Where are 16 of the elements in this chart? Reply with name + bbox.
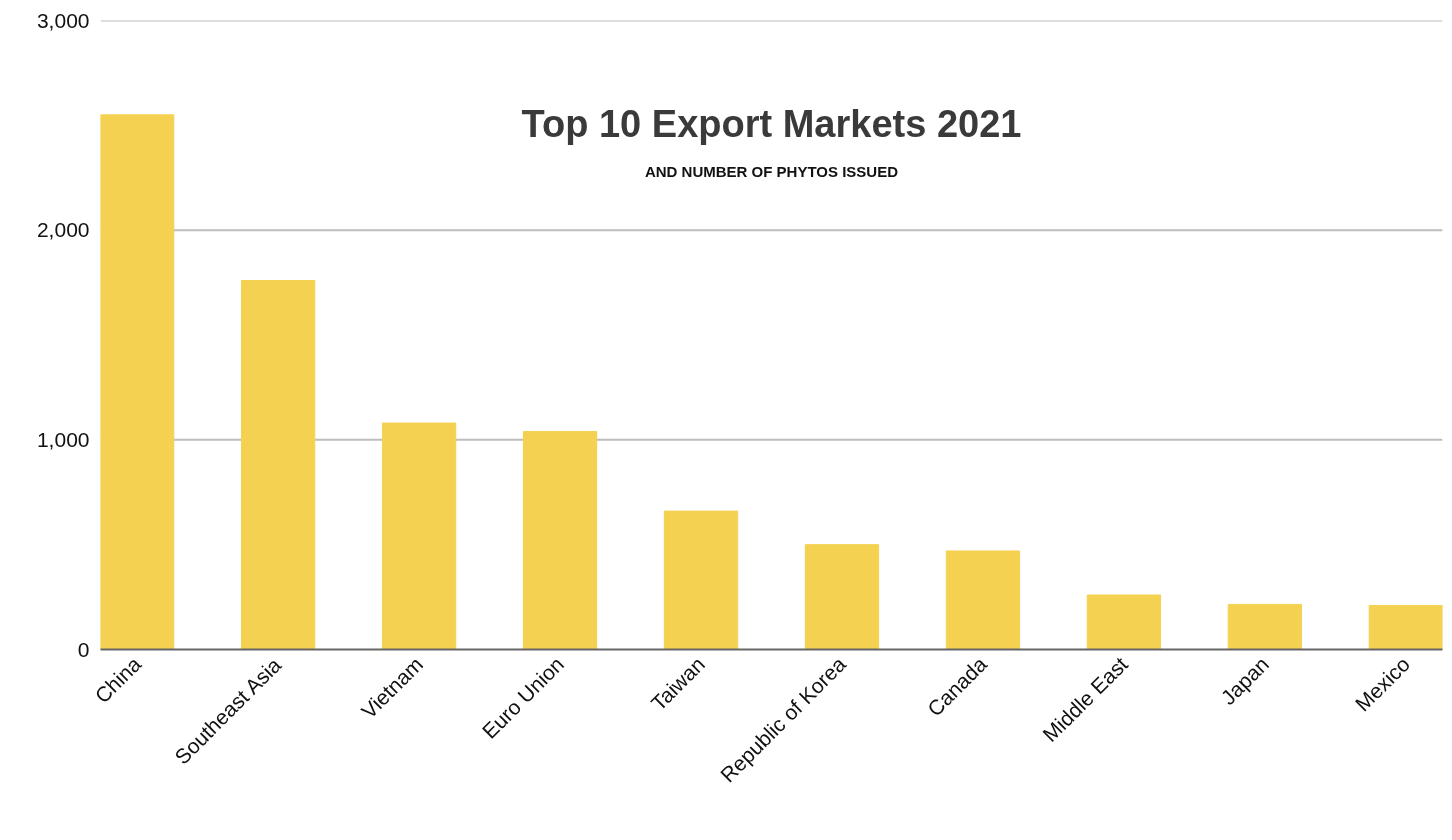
y-tick-label: 2,000	[36, 218, 90, 242]
y-tick-label: 1,000	[36, 427, 90, 451]
bar	[381, 422, 457, 650]
bar	[240, 279, 316, 650]
bar	[1368, 604, 1443, 650]
text: AND NUMBER OF PHYTOS ISSUED	[644, 162, 899, 180]
y-tick-label: 0	[77, 637, 90, 661]
bar	[522, 430, 598, 650]
bar	[663, 510, 739, 650]
y-tick-label: 3,000	[36, 8, 90, 32]
bar	[1086, 594, 1162, 650]
bar	[945, 550, 1021, 650]
bar	[100, 114, 175, 650]
bar	[1227, 603, 1303, 650]
text: Top 10 Export Markets 2021	[521, 103, 1022, 146]
bar	[804, 544, 880, 650]
